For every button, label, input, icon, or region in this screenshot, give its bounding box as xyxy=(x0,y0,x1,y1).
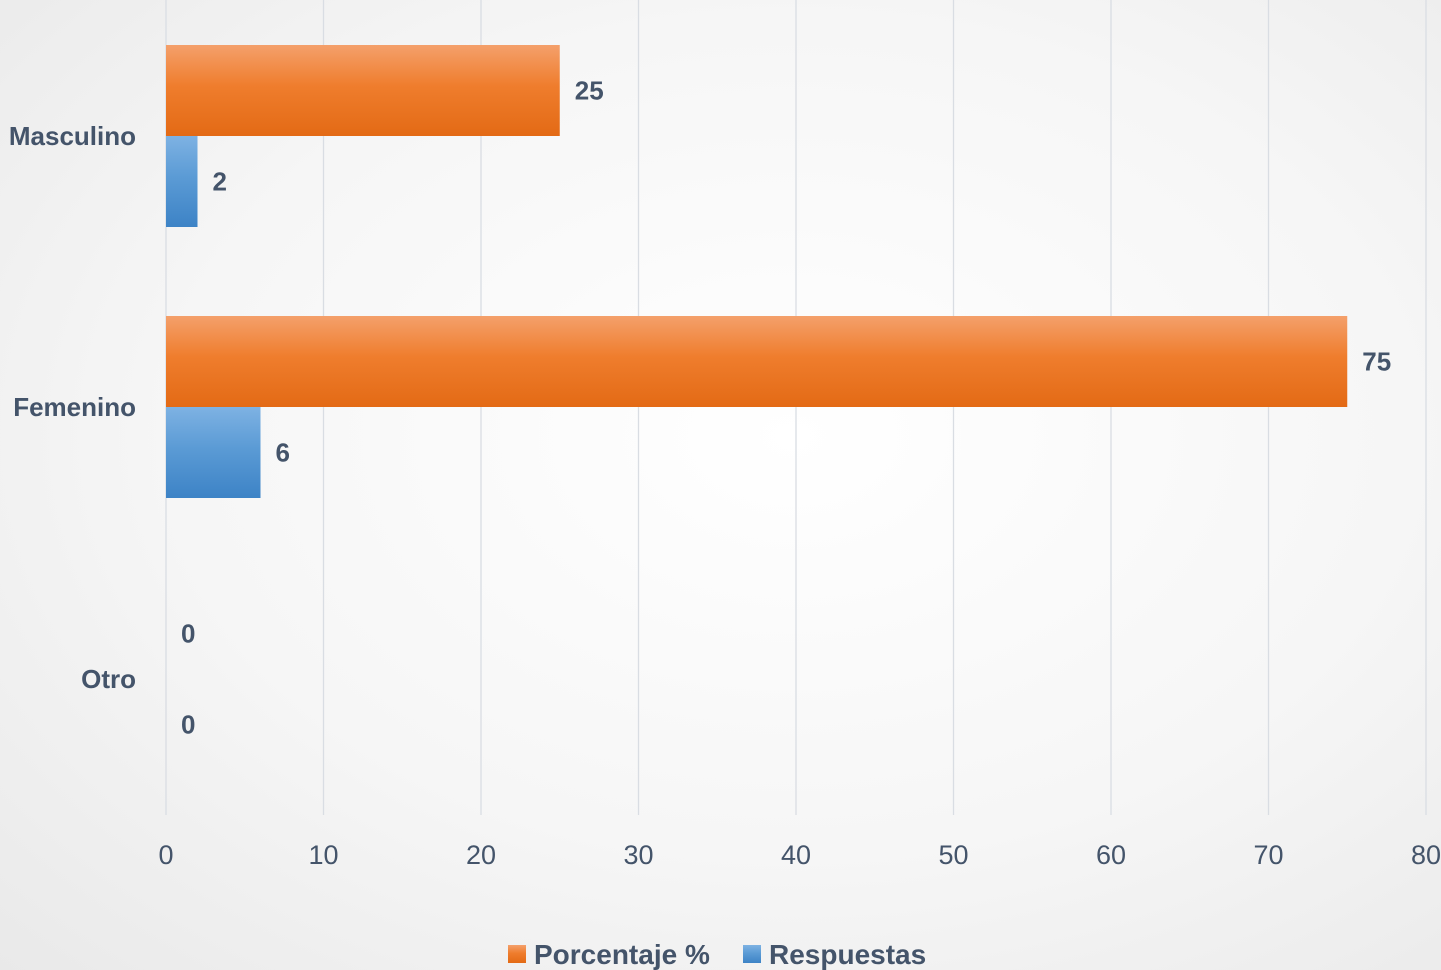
legend-label-porcentaje: Porcentaje % xyxy=(534,939,710,970)
y-axis-categories: Masculino Femenino Otro xyxy=(9,121,136,694)
data-label-respuestas-femenino: 6 xyxy=(276,438,290,468)
x-tick-label: 10 xyxy=(308,840,338,870)
data-label-porcentaje-femenino: 75 xyxy=(1362,347,1391,377)
bar-porcentaje-femenino xyxy=(166,316,1348,407)
data-label-respuestas-masculino: 2 xyxy=(213,167,227,197)
category-label-femenino: Femenino xyxy=(13,392,136,422)
legend-swatch-respuestas xyxy=(743,945,761,963)
data-label-porcentaje-otro: 0 xyxy=(181,619,195,649)
bars xyxy=(166,45,1348,498)
legend-swatch-porcentaje xyxy=(508,945,526,963)
x-axis-ticks: 0 10 20 30 40 50 60 70 80 xyxy=(158,840,1441,870)
legend: Porcentaje % Respuestas xyxy=(508,939,926,970)
legend-label-respuestas: Respuestas xyxy=(769,939,926,970)
data-labels: 25 75 0 2 6 0 xyxy=(181,76,1391,740)
category-label-masculino: Masculino xyxy=(9,121,136,151)
category-label-otro: Otro xyxy=(81,664,136,694)
x-tick-label: 80 xyxy=(1411,840,1441,870)
data-label-porcentaje-masculino: 25 xyxy=(575,76,604,106)
x-tick-label: 20 xyxy=(466,840,496,870)
bar-porcentaje-masculino xyxy=(166,45,560,136)
x-tick-label: 60 xyxy=(1096,840,1126,870)
x-tick-label: 40 xyxy=(781,840,811,870)
bar-respuestas-femenino xyxy=(166,407,261,498)
x-tick-label: 50 xyxy=(938,840,968,870)
x-tick-label: 30 xyxy=(623,840,653,870)
bar-respuestas-masculino xyxy=(166,136,198,227)
x-tick-label: 0 xyxy=(158,840,173,870)
data-label-respuestas-otro: 0 xyxy=(181,710,195,740)
x-tick-label: 70 xyxy=(1253,840,1283,870)
